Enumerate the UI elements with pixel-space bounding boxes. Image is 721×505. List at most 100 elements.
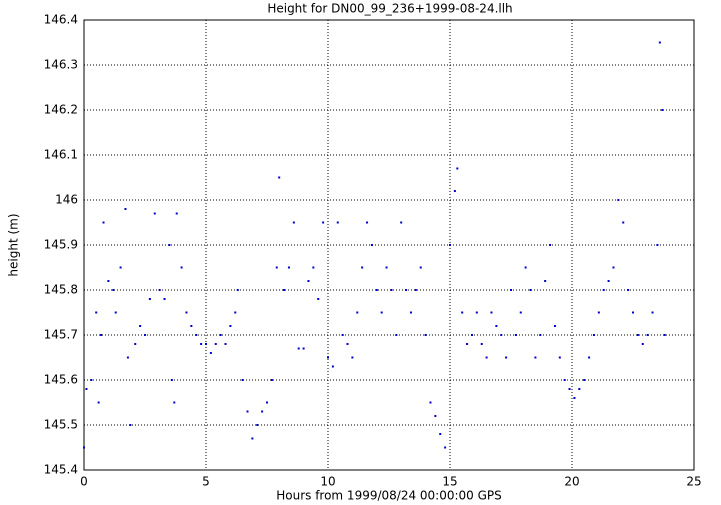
data-point [456, 167, 459, 170]
data-point [658, 41, 661, 44]
y-tick-label: 146.3 [44, 58, 78, 72]
data-point [312, 266, 315, 269]
data-point [307, 280, 310, 282]
data-point [95, 311, 98, 314]
data-point [380, 311, 383, 314]
data-point [219, 334, 222, 336]
x-tick-label: 5 [202, 475, 210, 489]
data-point [553, 325, 556, 327]
data-point [475, 311, 478, 314]
data-point [558, 356, 561, 359]
data-point [480, 343, 483, 345]
data-point [317, 298, 320, 300]
data-point [168, 244, 171, 246]
data-point [134, 343, 137, 345]
data-point [153, 212, 156, 215]
data-point [224, 343, 227, 345]
data-point [434, 415, 437, 417]
data-point [205, 343, 207, 345]
data-point [592, 334, 595, 336]
data-point [505, 356, 508, 359]
data-point [241, 379, 244, 381]
data-point [341, 334, 344, 336]
data-point [661, 109, 664, 111]
data-point [405, 289, 408, 291]
data-point [627, 289, 630, 291]
data-point [185, 311, 188, 314]
data-point [485, 356, 488, 359]
data-point [409, 311, 412, 314]
data-point [292, 221, 295, 224]
data-point [278, 176, 281, 179]
data-point [100, 334, 103, 336]
data-point [617, 199, 620, 201]
data-point [195, 334, 198, 336]
data-point [597, 311, 600, 314]
data-point [461, 311, 464, 314]
data-point [251, 437, 254, 440]
data-point [500, 334, 503, 336]
data-point [287, 266, 290, 269]
data-point [495, 325, 498, 327]
data-point [126, 356, 129, 359]
y-tick-label: 145.9 [44, 238, 78, 252]
data-point [229, 325, 232, 327]
data-point [568, 388, 571, 390]
data-point [270, 379, 273, 381]
data-point [114, 311, 117, 314]
data-point [632, 311, 634, 314]
data-point [234, 311, 237, 314]
data-point [607, 280, 610, 282]
data-point [129, 424, 132, 426]
data-point [622, 221, 625, 224]
data-point [209, 352, 212, 354]
data-point [351, 356, 354, 359]
data-point [173, 401, 176, 404]
data-point [514, 334, 517, 336]
data-point [236, 289, 239, 291]
data-point [651, 311, 654, 314]
data-point [602, 289, 605, 291]
data-point [97, 401, 100, 404]
data-point [275, 266, 278, 269]
data-point [510, 289, 512, 291]
y-tick-label: 146.2 [44, 103, 78, 117]
x-tick-label: 20 [564, 475, 579, 489]
data-point [346, 343, 349, 345]
x-tick-label: 0 [80, 475, 88, 489]
data-point [302, 347, 305, 350]
data-point [439, 433, 442, 435]
data-point [190, 325, 193, 327]
data-point [327, 356, 329, 359]
data-point [180, 266, 183, 269]
data-point [612, 266, 615, 269]
x-tick-label: 15 [442, 475, 457, 489]
data-point [375, 289, 378, 291]
data-point [283, 289, 286, 291]
data-point [563, 379, 566, 381]
data-point [356, 311, 359, 314]
data-point [175, 212, 178, 215]
data-point [390, 289, 393, 291]
data-point [163, 298, 166, 300]
data-point [336, 221, 339, 224]
data-point [361, 266, 364, 269]
y-tick-label: 146 [55, 193, 78, 207]
data-point [112, 289, 115, 291]
data-point [424, 334, 427, 336]
data-point [573, 397, 576, 399]
data-point [370, 244, 373, 246]
data-point [85, 388, 88, 390]
data-point [544, 280, 547, 282]
data-point [266, 401, 268, 404]
x-axis-label: Hours from 1999/08/24 00:00:00 GPS [276, 489, 502, 503]
data-point [200, 343, 203, 345]
y-tick-label: 146.1 [44, 148, 78, 162]
data-point [261, 410, 264, 413]
data-point [578, 388, 581, 390]
y-tick-label: 145.4 [44, 463, 78, 477]
y-tick-label: 145.5 [44, 418, 78, 432]
data-point [331, 365, 334, 368]
